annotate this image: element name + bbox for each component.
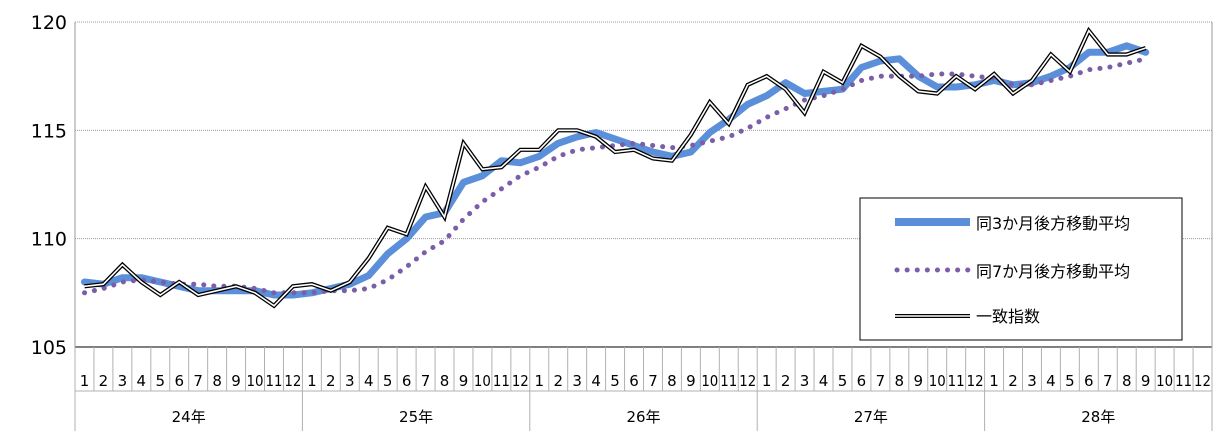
x-tick-label-month: 8 <box>440 372 450 390</box>
x-tick-label-month: 9 <box>914 372 924 390</box>
x-tick-label-month: 1 <box>307 372 317 390</box>
x-tick-label-month: 10 <box>474 372 491 390</box>
x-tick-label-month: 2 <box>1008 372 1018 390</box>
x-tick-label-month: 10 <box>1156 372 1173 390</box>
x-tick-label-month: 4 <box>364 372 374 390</box>
x-tick-label-month: 3 <box>118 372 128 390</box>
x-tick-label-month: 3 <box>800 372 810 390</box>
x-tick-label-month: 12 <box>739 372 756 390</box>
x-tick-label-month: 9 <box>1141 372 1151 390</box>
series-line-coincident-inner <box>84 29 1146 307</box>
x-tick-label-month: 11 <box>265 372 282 390</box>
x-tick-label-month: 5 <box>156 372 166 390</box>
x-tick-label-year: 27年 <box>854 408 888 426</box>
x-tick-label-month: 8 <box>667 372 677 390</box>
x-tick-label-month: 1 <box>989 372 999 390</box>
x-tick-label-month: 9 <box>459 372 469 390</box>
y-tick-label: 120 <box>31 12 67 34</box>
x-tick-label-month: 9 <box>231 372 241 390</box>
x-tick-label-month: 8 <box>895 372 905 390</box>
x-tick-label-month: 12 <box>1194 372 1211 390</box>
x-tick-label-month: 2 <box>99 372 109 390</box>
x-tick-label-month: 1 <box>80 372 90 390</box>
x-tick-label-month: 7 <box>421 372 431 390</box>
x-tick-label-month: 1 <box>535 372 545 390</box>
x-tick-label-month: 8 <box>212 372 222 390</box>
x-tick-label-month: 12 <box>284 372 301 390</box>
x-tick-label-month: 5 <box>610 372 620 390</box>
x-tick-label-month: 11 <box>720 372 737 390</box>
y-tick-label: 105 <box>31 337 67 359</box>
x-tick-label-month: 3 <box>1027 372 1037 390</box>
x-tick-label-month: 7 <box>1103 372 1113 390</box>
x-tick-label-month: 2 <box>781 372 791 390</box>
x-tick-label-month: 6 <box>629 372 639 390</box>
x-tick-label-month: 2 <box>553 372 563 390</box>
x-tick-label-month: 7 <box>876 372 886 390</box>
x-tick-label-month: 8 <box>1122 372 1132 390</box>
legend: 同3か月後方移動平均 同7か月後方移動平均 一致指数 <box>859 197 1183 341</box>
x-tick-label-month: 9 <box>686 372 696 390</box>
legend-label-coincident: 一致指数 <box>976 307 1040 326</box>
x-tick-label-month: 4 <box>819 372 829 390</box>
x-tick-label-month: 6 <box>857 372 867 390</box>
x-tick-label-month: 6 <box>174 372 184 390</box>
x-tick-label-month: 12 <box>967 372 984 390</box>
x-tick-label-year: 24年 <box>172 408 206 426</box>
x-tick-label-month: 4 <box>137 372 147 390</box>
x-tick-label-month: 10 <box>929 372 946 390</box>
x-tick-label-month: 3 <box>345 372 355 390</box>
x-tick-label-month: 6 <box>1084 372 1094 390</box>
x-tick-label-month: 4 <box>591 372 601 390</box>
series-lines <box>81 26 1150 309</box>
x-tick-label-month: 7 <box>193 372 203 390</box>
x-tick-label-month: 10 <box>701 372 718 390</box>
x-tick-label-month: 6 <box>402 372 412 390</box>
x-tick-label-month: 1 <box>762 372 772 390</box>
x-tick-label-month: 11 <box>948 372 965 390</box>
x-tick-label-month: 5 <box>838 372 848 390</box>
x-tick-label-year: 28年 <box>1081 408 1115 426</box>
x-tick-label-month: 3 <box>572 372 582 390</box>
x-tick-label-year: 26年 <box>626 408 660 426</box>
x-tick-label-month: 4 <box>1046 372 1056 390</box>
x-tick-label-month: 11 <box>493 372 510 390</box>
x-tick-label-month: 5 <box>383 372 393 390</box>
x-tick-label-month: 7 <box>648 372 658 390</box>
legend-label-7m: 同7か月後方移動平均 <box>976 262 1130 281</box>
y-axis-ticks: 105 110 115 120 <box>31 12 67 359</box>
x-tick-label-month: 12 <box>512 372 529 390</box>
legend-label-3m: 同3か月後方移動平均 <box>976 214 1130 233</box>
x-tick-label-year: 25年 <box>399 408 433 426</box>
x-tick-label-month: 2 <box>326 372 336 390</box>
y-tick-label: 110 <box>31 229 67 251</box>
x-tick-label-month: 10 <box>247 372 264 390</box>
x-tick-label-month: 11 <box>1175 372 1192 390</box>
x-tick-label-month: 5 <box>1065 372 1075 390</box>
y-tick-label: 115 <box>31 120 67 142</box>
